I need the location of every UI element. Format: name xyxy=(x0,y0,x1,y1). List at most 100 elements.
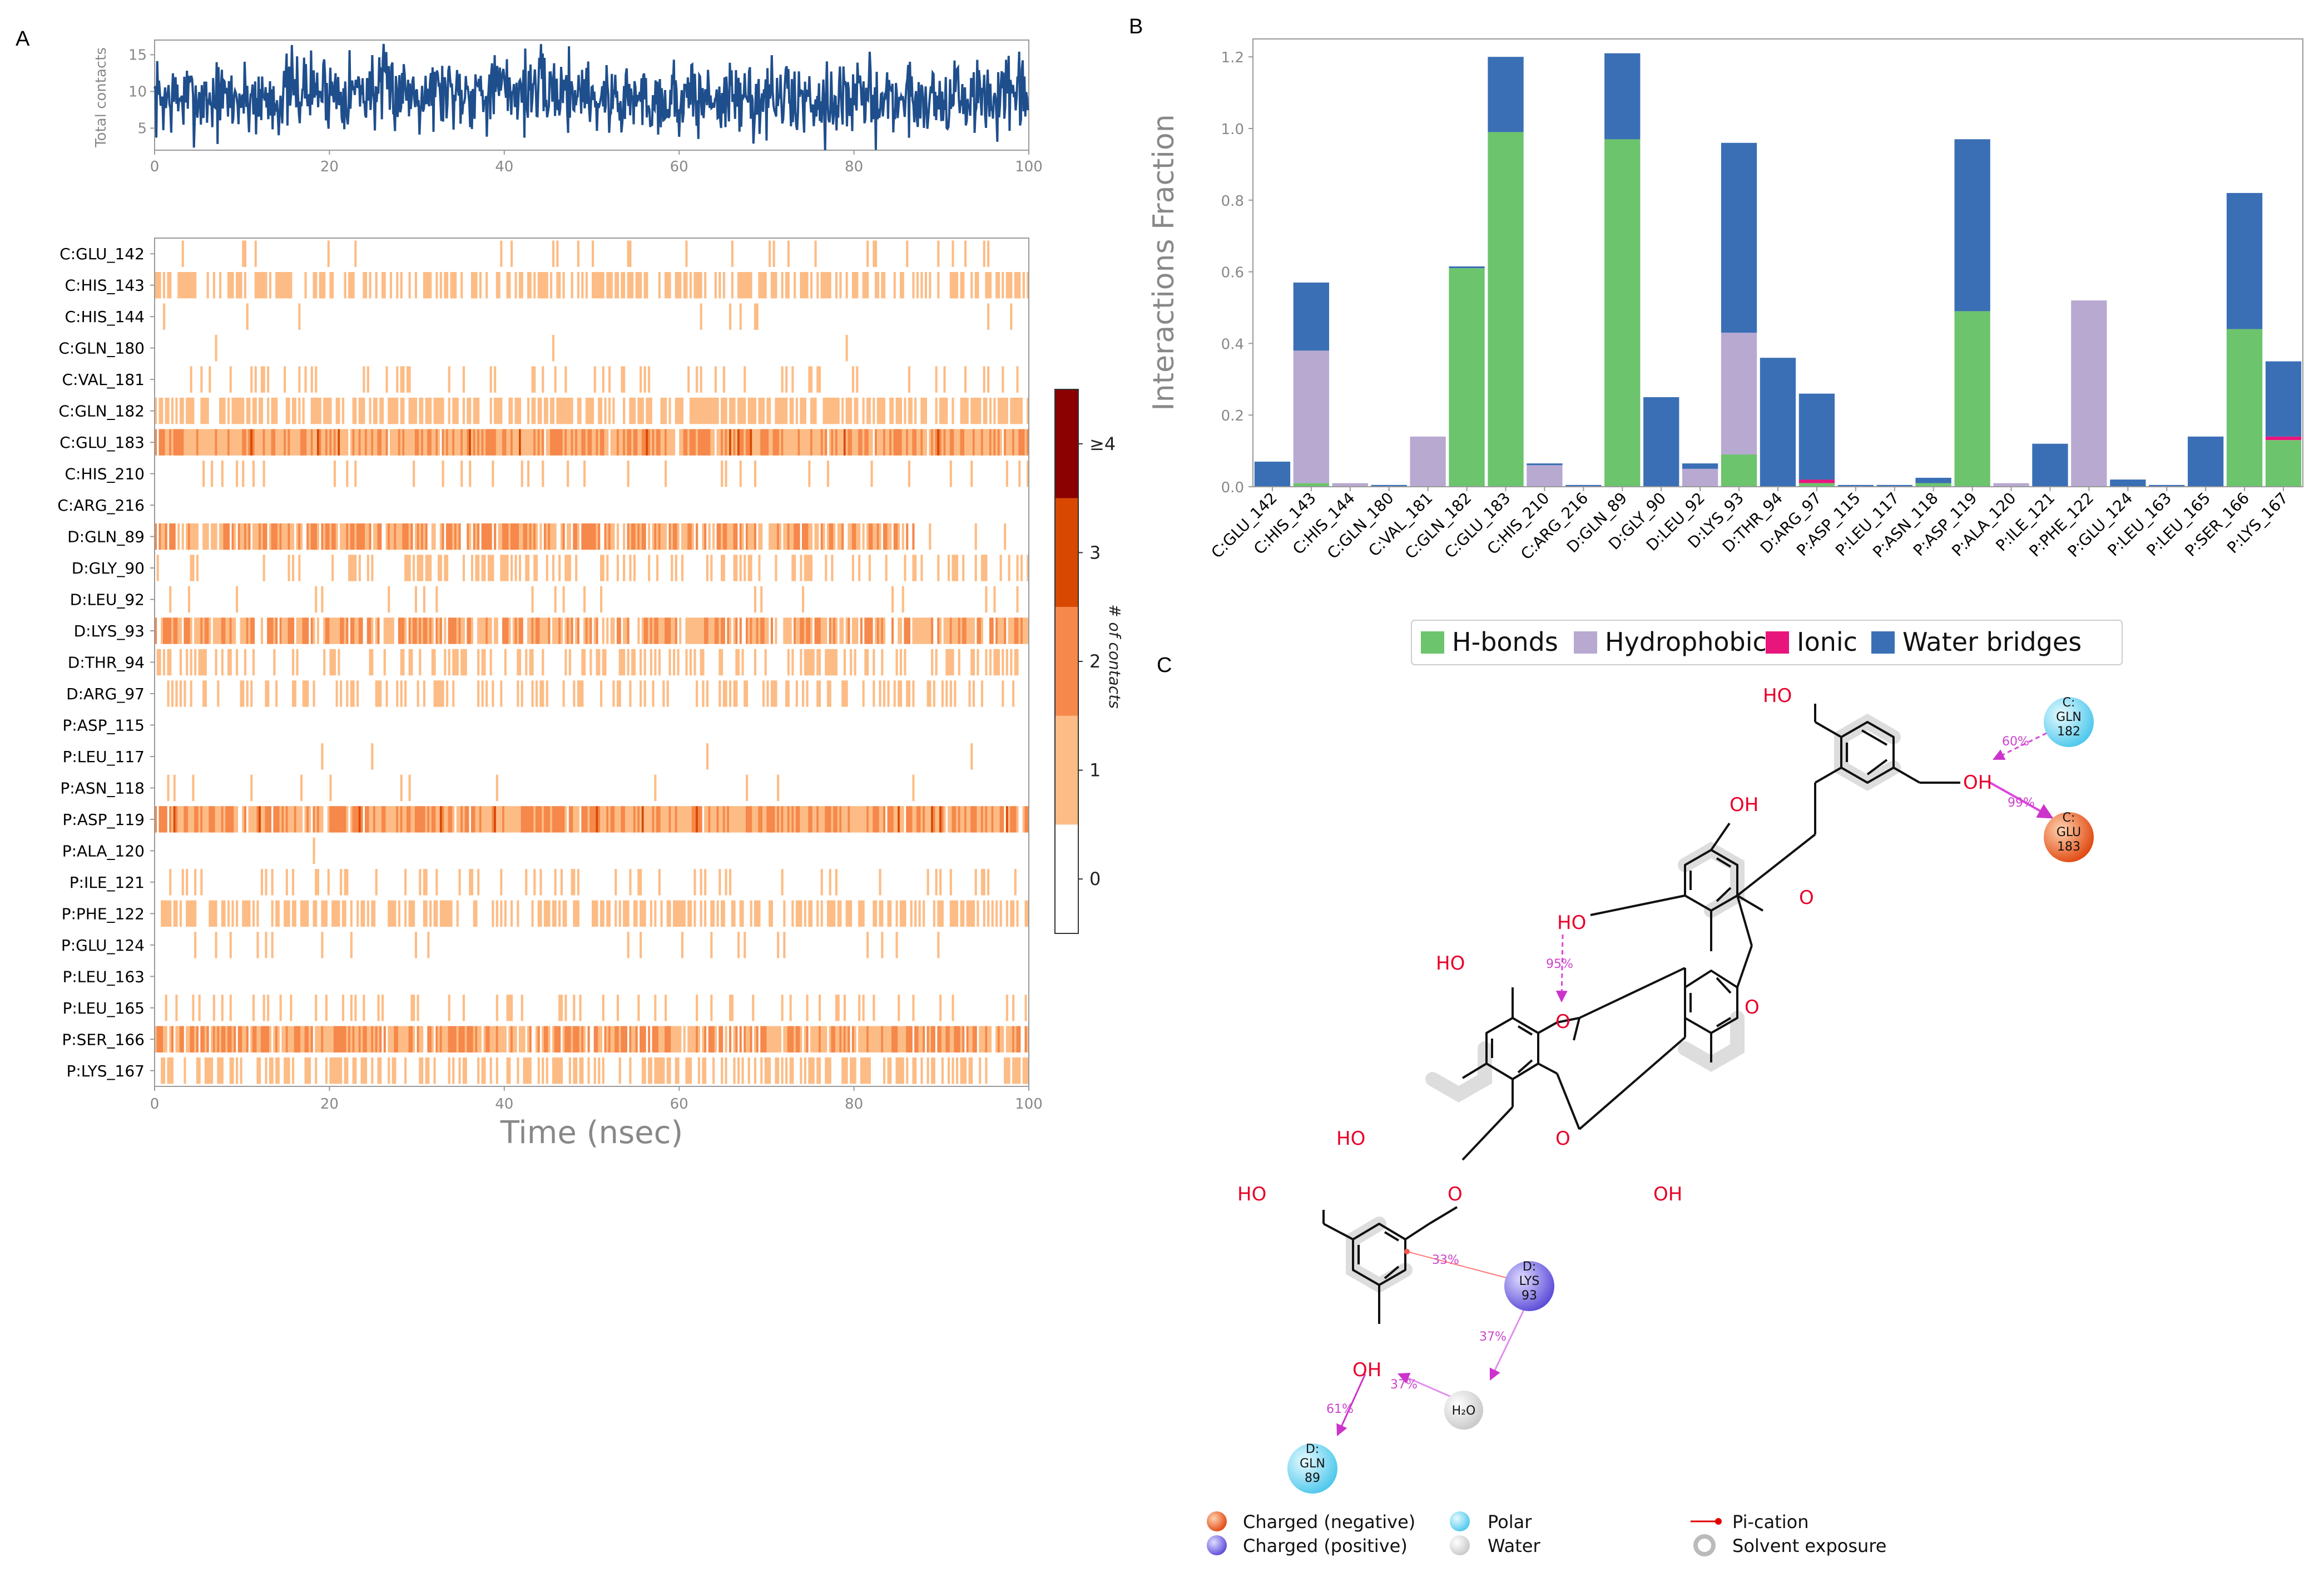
heatmap-cell xyxy=(211,523,214,550)
heatmap-cell xyxy=(960,900,963,927)
heatmap-cell xyxy=(1005,1026,1008,1052)
heatmap-cell xyxy=(462,806,465,833)
heatmap-cell xyxy=(562,1026,565,1052)
residue-name: GLU xyxy=(2057,825,2081,839)
heatmap-cell xyxy=(564,366,567,393)
heatmap-cell xyxy=(316,429,319,456)
molecule-bonds xyxy=(1322,704,1960,1324)
heatmap-cell xyxy=(252,397,255,424)
heatmap-cell xyxy=(825,1057,827,1084)
heatmap-cell xyxy=(179,1026,182,1052)
heatmap-cell xyxy=(637,617,640,644)
heatmap-cell xyxy=(977,900,979,927)
heatmap-cell xyxy=(389,272,392,299)
heatmap-cell xyxy=(983,900,985,927)
heatmap-cell xyxy=(722,806,725,833)
heatmap-cell xyxy=(400,429,403,456)
heatmap-cell xyxy=(608,900,611,927)
heatmap-cell xyxy=(618,1057,621,1084)
heatmap-cell xyxy=(1005,649,1008,676)
heatmap-cell xyxy=(737,272,740,299)
legend-solvent-swatch xyxy=(1693,1534,1716,1556)
heatmap-cell xyxy=(163,806,166,833)
heatmap-cell xyxy=(396,397,399,424)
heatmap-cell xyxy=(560,397,563,424)
heatmap-cell xyxy=(602,272,604,299)
heatmap-cell xyxy=(525,555,528,581)
heatmap-cell xyxy=(858,1026,861,1052)
heatmap-cell xyxy=(876,429,879,456)
heatmap-cell xyxy=(223,900,226,927)
heatmap-cell xyxy=(552,900,554,927)
heatmap-cell xyxy=(419,1026,422,1052)
heatmap-cell xyxy=(898,680,900,707)
heatmap-cell xyxy=(789,523,792,550)
heatmap-cell xyxy=(735,1026,738,1052)
heatmap-cell xyxy=(845,680,848,707)
heatmap-cell xyxy=(633,397,636,424)
bar-segment-water-bridges xyxy=(1760,358,1796,487)
heatmap-cell xyxy=(495,617,498,644)
heatmap-cell xyxy=(396,366,399,393)
heatmap-cell xyxy=(483,523,486,550)
heatmap-cell xyxy=(256,429,259,456)
heatmap-cell xyxy=(354,617,357,644)
heatmap-cell xyxy=(727,806,730,833)
heatmap-cell xyxy=(562,806,565,833)
heatmap-cell xyxy=(654,900,657,927)
heatmap-cell xyxy=(533,397,536,424)
heatmap-cell xyxy=(452,523,455,550)
heatmap-cell xyxy=(839,617,842,644)
heatmap-cell xyxy=(439,523,442,550)
heatmap-cell xyxy=(598,806,601,833)
heatmap-cell xyxy=(1018,617,1021,644)
heatmap-cell xyxy=(325,523,328,550)
heatmap-cell xyxy=(564,555,567,581)
heatmap-cell xyxy=(483,429,486,456)
heatmap-cell xyxy=(631,806,634,833)
heatmap-cell xyxy=(331,1057,334,1084)
heatmap-cell xyxy=(365,523,368,550)
heatmap-cell xyxy=(785,272,788,299)
heatmap-cell xyxy=(822,1026,825,1052)
heatmap-cell xyxy=(377,1026,380,1052)
heatmap-cell xyxy=(219,806,222,833)
heatmap-cell xyxy=(444,806,447,833)
heatmap-cell xyxy=(165,806,167,833)
heatmap-cell xyxy=(442,806,444,833)
heatmap-cell xyxy=(733,555,736,581)
heatmap-cell xyxy=(175,680,178,707)
heatmap-cell xyxy=(163,523,166,550)
heatmap-cell xyxy=(596,617,598,644)
heatmap-cell xyxy=(635,900,638,927)
heatmap-cell xyxy=(448,617,450,644)
heatmap-cell xyxy=(794,523,796,550)
heatmap-cell xyxy=(781,366,784,393)
heatmap-cell xyxy=(533,272,536,299)
heatmap-cell xyxy=(492,429,494,456)
heatmap-ytick-label: C:HIS_143 xyxy=(65,276,145,295)
heatmap-cell xyxy=(221,1026,224,1052)
heatmap-cell xyxy=(652,1026,655,1052)
heatmap-cell xyxy=(548,617,551,644)
heatmap-cell xyxy=(184,806,186,833)
heatmap-cell xyxy=(812,1026,815,1052)
heatmap-cell xyxy=(169,900,172,927)
heatmap-cell xyxy=(700,869,702,896)
heatmap-cell xyxy=(627,272,630,299)
heatmap-cell xyxy=(789,806,792,833)
heatmap-cell xyxy=(845,617,848,644)
heatmap-cell xyxy=(833,649,836,676)
heatmap-cell xyxy=(833,1026,836,1052)
heatmap-cell xyxy=(721,806,724,833)
heatmap-cell xyxy=(543,397,546,424)
heatmap-cell xyxy=(487,523,490,550)
heatmap-cell xyxy=(1002,366,1004,393)
heatmap-cell xyxy=(462,366,465,393)
heatmap-cell xyxy=(735,523,738,550)
heatmap-cell xyxy=(691,429,694,456)
heatmap-cell xyxy=(535,429,538,456)
heatmap-cell xyxy=(693,397,696,424)
heatmap-cell xyxy=(854,617,856,644)
heatmap-cell xyxy=(483,1057,486,1084)
